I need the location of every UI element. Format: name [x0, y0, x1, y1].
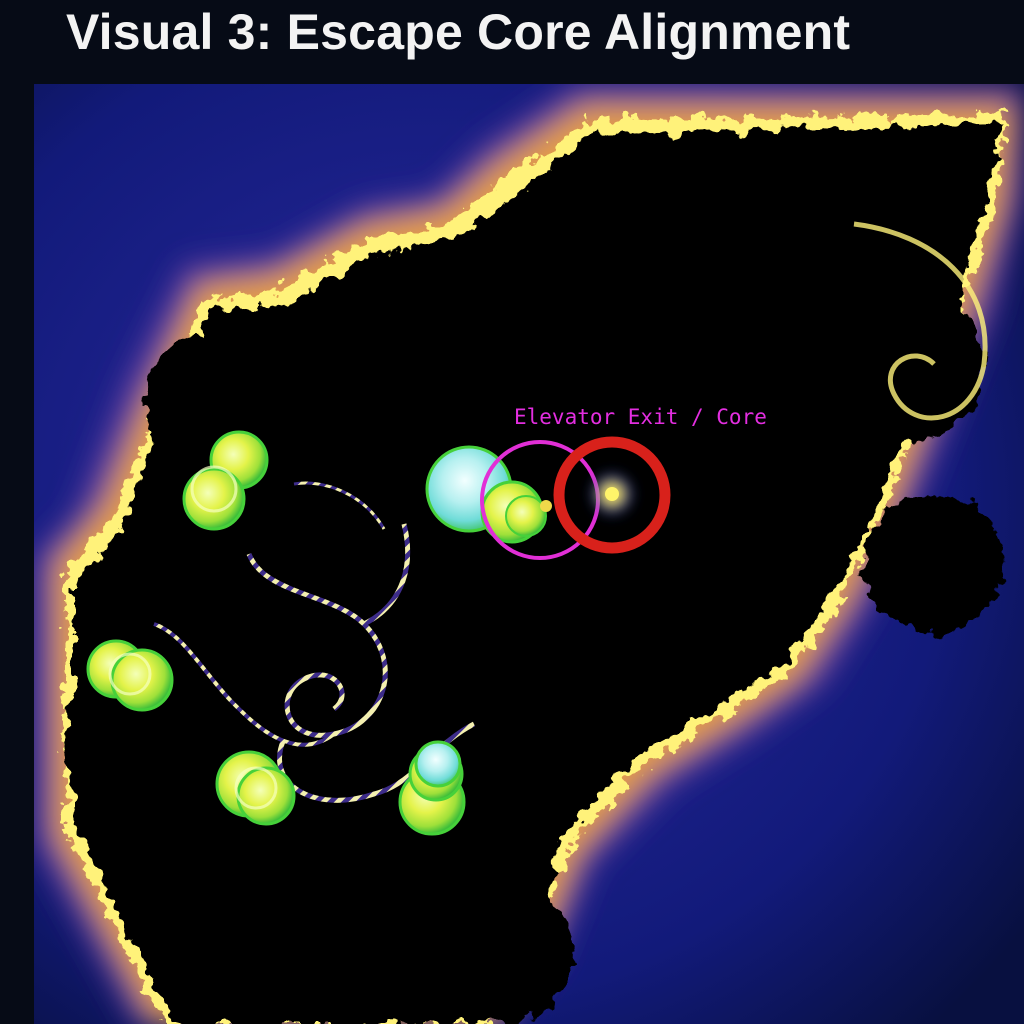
glowing-orb-cluster-icon	[398, 740, 466, 836]
page-title: Visual 3: Escape Core Alignment	[66, 4, 851, 60]
target-ring-icon	[553, 436, 671, 554]
core-point	[605, 487, 619, 501]
spiral-arm	[853, 221, 988, 421]
fractal-figure: Elevator Exit / Core	[34, 84, 1024, 1024]
glowing-orb-cluster-icon	[86, 639, 174, 712]
glowing-orb-cluster-icon	[182, 430, 269, 531]
fractal-canvas: Elevator Exit / Core	[34, 84, 1024, 1024]
glowing-orb-cluster-icon	[215, 750, 296, 826]
core-label: Elevator Exit / Core	[514, 405, 767, 429]
